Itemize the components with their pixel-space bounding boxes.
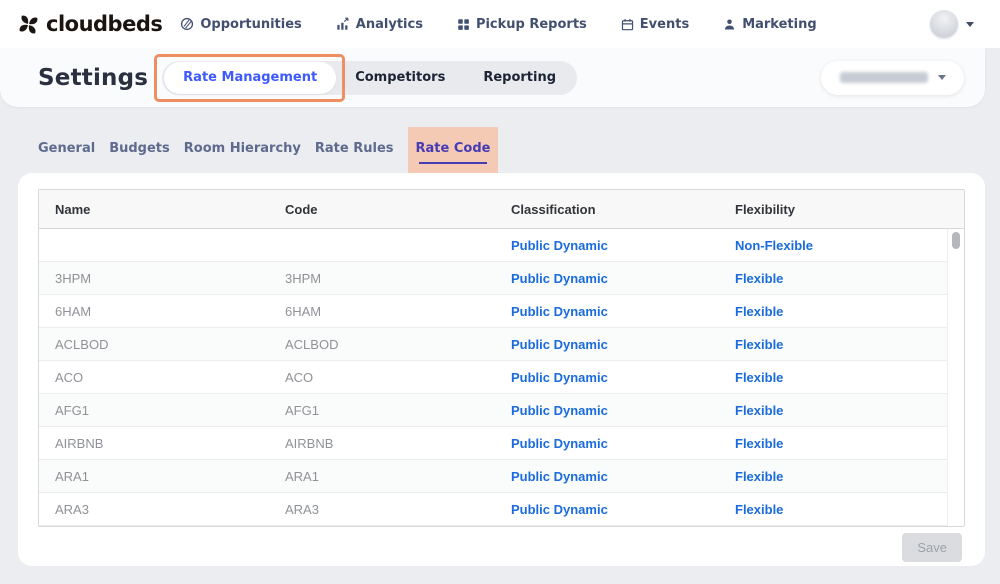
table-scrollbar-thumb[interactable] xyxy=(952,232,960,249)
tab-reporting[interactable]: Reporting xyxy=(483,69,557,85)
user-menu-caret-icon[interactable] xyxy=(966,21,974,27)
nav-item-label: Pickup Reports xyxy=(475,16,587,32)
rate-code-cell: ACO xyxy=(285,369,314,385)
marketing-icon xyxy=(723,18,736,31)
nav-item-label: Opportunities xyxy=(200,16,302,32)
settings-tab-bar: Rate Management Competitors Reporting xyxy=(154,53,578,102)
table-header-row: Name Code Classification Flexibility xyxy=(39,190,964,229)
nav-item-pickup-reports[interactable]: Pickup Reports xyxy=(457,17,587,32)
column-header: Code xyxy=(285,201,318,217)
table-row: AFG1 AFG1 Public Dynamic Flexible xyxy=(39,394,964,427)
card-footer: Save xyxy=(38,533,965,562)
flexibility-link[interactable]: Flexible xyxy=(735,270,784,286)
flexibility-link[interactable]: Flexible xyxy=(735,336,784,352)
table-row: ACLBOD ACLBOD Public Dynamic Flexible xyxy=(39,328,964,361)
rate-name-cell: ARA3 xyxy=(55,501,89,517)
nav-right xyxy=(930,10,974,38)
events-icon xyxy=(621,18,634,31)
flexibility-link[interactable]: Flexible xyxy=(735,468,784,484)
tab-rate-management-wrap: Rate Management xyxy=(154,53,346,102)
rate-name-cell: ACO xyxy=(55,369,84,385)
classification-link[interactable]: Public Dynamic xyxy=(511,237,608,253)
top-nav: cloudbeds Opportunities Analytics xyxy=(0,0,1000,48)
redacted-property-name xyxy=(839,72,928,83)
subtab[interactable]: Rate Rules xyxy=(314,141,394,156)
rate-code-cell: ARA3 xyxy=(285,501,319,517)
caret-down-icon xyxy=(937,75,946,80)
classification-link[interactable]: Public Dynamic xyxy=(511,303,608,319)
table-row: Public Dynamic Non-Flexible xyxy=(39,229,964,262)
rate-management-subtabs: General Budgets Room Hierarchy Rate Rule… xyxy=(38,127,1000,173)
cloudbeds-pinwheel-icon xyxy=(17,13,40,36)
table-row: 3HPM 3HPM Public Dynamic Flexible xyxy=(39,262,964,295)
page-title: Settings xyxy=(38,64,149,91)
column-header: Name xyxy=(55,201,91,217)
flexibility-link[interactable]: Non-Flexible xyxy=(735,237,814,253)
rate-name-cell: 6HAM xyxy=(55,303,92,319)
table-row: AIRBNB AIRBNB Public Dynamic Flexible xyxy=(39,427,964,460)
subtab[interactable]: Room Hierarchy xyxy=(183,141,301,156)
pickup-reports-icon xyxy=(457,18,470,31)
rate-name-cell: AFG1 xyxy=(55,402,89,418)
save-button[interactable]: Save xyxy=(902,533,962,562)
rate-code-cell: 6HAM xyxy=(285,303,322,319)
cloudbeds-logo-text: cloudbeds xyxy=(46,12,163,36)
nav-item-marketing[interactable]: Marketing xyxy=(723,16,817,32)
classification-link[interactable]: Public Dynamic xyxy=(511,270,608,286)
table-body: Public Dynamic Non-Flexible 3HPM 3HPM Pu… xyxy=(39,229,964,526)
property-selector-dropdown[interactable] xyxy=(821,60,964,95)
nav-item-analytics[interactable]: Analytics xyxy=(336,17,423,32)
nav-item-label: Marketing xyxy=(742,16,817,32)
flexibility-link[interactable]: Flexible xyxy=(735,402,784,418)
nav-item-events[interactable]: Events xyxy=(621,17,689,32)
rate-code-cell: AFG1 xyxy=(285,402,319,418)
classification-link[interactable]: Public Dynamic xyxy=(511,336,608,352)
main-menu: Opportunities Analytics Pickup Reports xyxy=(180,16,817,32)
rate-code-cell: 3HPM xyxy=(285,270,322,286)
flexibility-link[interactable]: Flexible xyxy=(735,369,784,385)
cloudbeds-logo[interactable]: cloudbeds xyxy=(17,12,163,36)
nav-item-opportunities[interactable]: Opportunities xyxy=(180,16,302,32)
rate-code-table: Name Code Classification Flexibility Pub… xyxy=(38,189,965,527)
rate-code-cell: ACLBOD xyxy=(285,336,339,352)
column-header: Classification xyxy=(511,201,596,217)
rate-code-card: Name Code Classification Flexibility Pub… xyxy=(18,173,985,566)
rate-name-cell: ARA1 xyxy=(55,468,89,484)
column-header: Flexibility xyxy=(735,201,795,217)
classification-link[interactable]: Public Dynamic xyxy=(511,468,608,484)
nav-item-label: Analytics xyxy=(355,16,423,32)
rate-code-cell: ARA1 xyxy=(285,468,319,484)
subtab[interactable]: Rate Code xyxy=(407,127,499,173)
classification-link[interactable]: Public Dynamic xyxy=(511,369,608,385)
nav-item-label: Events xyxy=(639,16,690,32)
table-row: ACO ACO Public Dynamic Flexible xyxy=(39,361,964,394)
table-scrollbar-track[interactable] xyxy=(947,229,964,526)
table-row: ARA3 ARA3 Public Dynamic Flexible xyxy=(39,493,964,526)
classification-link[interactable]: Public Dynamic xyxy=(511,501,608,517)
subtab[interactable]: General xyxy=(38,141,96,156)
classification-link[interactable]: Public Dynamic xyxy=(511,402,608,418)
table-row: ARA1 ARA1 Public Dynamic Flexible xyxy=(39,460,964,493)
table-row: 6HAM 6HAM Public Dynamic Flexible xyxy=(39,295,964,328)
rate-name-cell: ACLBOD xyxy=(55,336,109,352)
opportunities-icon xyxy=(180,17,194,31)
subtab[interactable]: Budgets xyxy=(109,141,170,156)
settings-header-band: Settings Rate Management Competitors Rep… xyxy=(0,48,985,107)
analytics-icon xyxy=(336,17,350,31)
flexibility-link[interactable]: Flexible xyxy=(735,303,784,319)
flexibility-link[interactable]: Flexible xyxy=(735,501,784,517)
rate-name-cell: AIRBNB xyxy=(55,435,104,451)
flexibility-link[interactable]: Flexible xyxy=(735,435,784,451)
classification-link[interactable]: Public Dynamic xyxy=(511,435,608,451)
tab-rate-management[interactable]: Rate Management xyxy=(164,61,337,94)
rate-code-cell: AIRBNB xyxy=(285,435,334,451)
user-avatar[interactable] xyxy=(930,10,958,38)
tab-competitors[interactable]: Competitors xyxy=(355,69,446,85)
rate-name-cell: 3HPM xyxy=(55,270,92,286)
